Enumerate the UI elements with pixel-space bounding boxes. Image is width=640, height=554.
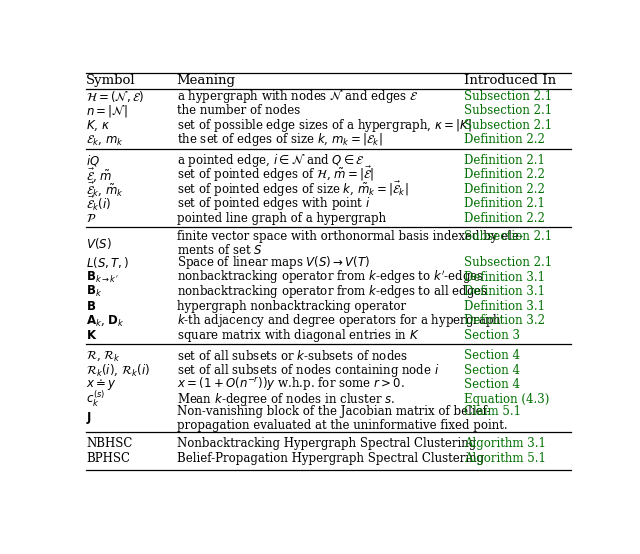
Text: pointed line graph of a hypergraph: pointed line graph of a hypergraph xyxy=(177,212,386,225)
Text: set of all subsets or $k$-subsets of nodes: set of all subsets or $k$-subsets of nod… xyxy=(177,348,408,363)
Text: $\mathbf{B}_{k\rightarrow k^{\prime}}$: $\mathbf{B}_{k\rightarrow k^{\prime}}$ xyxy=(86,270,119,285)
Text: Definition 2.1: Definition 2.1 xyxy=(465,197,545,211)
Text: Mean $k$-degree of nodes in cluster $s$.: Mean $k$-degree of nodes in cluster $s$. xyxy=(177,391,395,408)
Text: Definition 2.2: Definition 2.2 xyxy=(465,183,545,196)
Text: Meaning: Meaning xyxy=(177,74,236,88)
Text: $\mathcal{P}$: $\mathcal{P}$ xyxy=(86,212,96,225)
Text: $\mathbf{A}_k$, $\mathbf{D}_k$: $\mathbf{A}_k$, $\mathbf{D}_k$ xyxy=(86,314,125,328)
Text: Belief-Propagation Hypergraph Spectral Clustering: Belief-Propagation Hypergraph Spectral C… xyxy=(177,452,484,465)
Text: Subsection 2.1: Subsection 2.1 xyxy=(465,230,552,243)
Text: Definition 3.1: Definition 3.1 xyxy=(465,285,545,298)
Text: Definition 2.2: Definition 2.2 xyxy=(465,168,545,181)
Text: Definition 2.2: Definition 2.2 xyxy=(465,212,545,225)
Text: $\mathbf{K}$: $\mathbf{K}$ xyxy=(86,329,97,342)
Text: $K$, $\kappa$: $K$, $\kappa$ xyxy=(86,118,110,132)
Text: a hypergraph with nodes $\mathcal{N}$ and edges $\mathcal{E}$: a hypergraph with nodes $\mathcal{N}$ an… xyxy=(177,88,418,105)
Text: Definition 3.1: Definition 3.1 xyxy=(465,271,545,284)
Text: Section 3: Section 3 xyxy=(465,329,520,342)
Text: $\mathcal{R}$, $\mathcal{R}_k$: $\mathcal{R}$, $\mathcal{R}_k$ xyxy=(86,348,121,363)
Text: Non-vanishing block of the Jacobian matrix of belief-: Non-vanishing block of the Jacobian matr… xyxy=(177,405,490,418)
Text: $\vec{\mathcal{E}}_k$, $\tilde{m}_k$: $\vec{\mathcal{E}}_k$, $\tilde{m}_k$ xyxy=(86,181,124,198)
Text: Symbol: Symbol xyxy=(86,74,136,88)
Text: $\mathbf{B}$: $\mathbf{B}$ xyxy=(86,300,96,312)
Text: square matrix with diagonal entries in $K$: square matrix with diagonal entries in $… xyxy=(177,327,419,343)
Text: nonbacktracking operator from $k$-edges to $k^{\prime}$-edges: nonbacktracking operator from $k$-edges … xyxy=(177,269,484,286)
Text: finite vector space with orthonormal basis indexed by ele-: finite vector space with orthonormal bas… xyxy=(177,230,523,243)
Text: BPHSC: BPHSC xyxy=(86,452,130,465)
Text: hypergraph nonbacktracking operator: hypergraph nonbacktracking operator xyxy=(177,300,406,312)
Text: Section 4: Section 4 xyxy=(465,349,520,362)
Text: Subsection 2.1: Subsection 2.1 xyxy=(465,104,552,117)
Text: $n = |\mathcal{N}|$: $n = |\mathcal{N}|$ xyxy=(86,103,127,119)
Text: propagation evaluated at the uninformative fixed point.: propagation evaluated at the uninformati… xyxy=(177,419,508,432)
Text: Definition 3.2: Definition 3.2 xyxy=(465,314,545,327)
Text: Definition 2.2: Definition 2.2 xyxy=(465,134,545,146)
Text: set of all subsets of nodes containing node $i$: set of all subsets of nodes containing n… xyxy=(177,362,439,379)
Text: the number of nodes: the number of nodes xyxy=(177,104,300,117)
Text: Definition 3.1: Definition 3.1 xyxy=(465,300,545,312)
Text: Subsection 2.1: Subsection 2.1 xyxy=(465,119,552,132)
Text: Section 4: Section 4 xyxy=(465,378,520,391)
Text: Subsection 2.1: Subsection 2.1 xyxy=(465,90,552,103)
Text: $L(S,T,)$: $L(S,T,)$ xyxy=(86,255,129,270)
Text: set of possible edge sizes of a hypergraph, $\kappa = |K|$: set of possible edge sizes of a hypergra… xyxy=(177,117,472,134)
Text: ments of set $S$: ments of set $S$ xyxy=(177,243,262,257)
Text: $c_k^{(s)}$: $c_k^{(s)}$ xyxy=(86,389,105,409)
Text: $\mathcal{E}_k$, $m_k$: $\mathcal{E}_k$, $m_k$ xyxy=(86,133,124,147)
Text: $\mathcal{R}_k(i)$, $\mathcal{R}_k(i)$: $\mathcal{R}_k(i)$, $\mathcal{R}_k(i)$ xyxy=(86,362,150,378)
Text: Nonbacktracking Hypergraph Spectral Clustering: Nonbacktracking Hypergraph Spectral Clus… xyxy=(177,437,476,450)
Text: Equation (4.3): Equation (4.3) xyxy=(465,393,550,406)
Text: $iQ$: $iQ$ xyxy=(86,153,100,168)
Text: $V(S)$: $V(S)$ xyxy=(86,236,111,251)
Text: Definition 2.1: Definition 2.1 xyxy=(465,154,545,167)
Text: Claim 5.1: Claim 5.1 xyxy=(465,405,522,418)
Text: $\mathbf{J}$: $\mathbf{J}$ xyxy=(86,411,92,427)
Text: set of pointed edges of $\mathcal{H}$, $\tilde{m} = |\vec{\mathcal{E}}|$: set of pointed edges of $\mathcal{H}$, $… xyxy=(177,165,374,184)
Text: $\mathbf{B}_k$: $\mathbf{B}_k$ xyxy=(86,284,102,299)
Text: Algorithm 3.1: Algorithm 3.1 xyxy=(465,437,547,450)
Text: $\vec{\mathcal{E}}_k(i)$: $\vec{\mathcal{E}}_k(i)$ xyxy=(86,195,111,213)
Text: Section 4: Section 4 xyxy=(465,364,520,377)
Text: $x \doteq y$: $x \doteq y$ xyxy=(86,377,116,392)
Text: $x = (1 + O(n^{-r}))y$ w.h.p. for some $r > 0$.: $x = (1 + O(n^{-r}))y$ w.h.p. for some $… xyxy=(177,376,404,393)
Text: set of pointed edges of size $k$, $\tilde{m}_k = |\vec{\mathcal{E}}_k|$: set of pointed edges of size $k$, $\tild… xyxy=(177,180,408,199)
Text: Subsection 2.1: Subsection 2.1 xyxy=(465,256,552,269)
Text: set of pointed edges with point $i$: set of pointed edges with point $i$ xyxy=(177,196,371,212)
Text: $\vec{\mathcal{E}}$, $\tilde{m}$: $\vec{\mathcal{E}}$, $\tilde{m}$ xyxy=(86,166,113,183)
Text: the set of edges of size $k$, $m_k = |\mathcal{E}_k|$: the set of edges of size $k$, $m_k = |\m… xyxy=(177,131,382,148)
Text: Algorithm 5.1: Algorithm 5.1 xyxy=(465,452,547,465)
Text: NBHSC: NBHSC xyxy=(86,437,132,450)
Text: Introduced In: Introduced In xyxy=(465,74,557,88)
Text: Space of linear maps $V(S) \rightarrow V(T)$: Space of linear maps $V(S) \rightarrow V… xyxy=(177,254,370,271)
Text: $k$-th adjacency and degree operators for a hypergraph: $k$-th adjacency and degree operators fo… xyxy=(177,312,502,329)
Text: a pointed edge, $i \in \mathcal{N}$ and $Q \in \mathcal{E}$: a pointed edge, $i \in \mathcal{N}$ and … xyxy=(177,152,365,169)
Text: nonbacktracking operator from $k$-edges to all edges: nonbacktracking operator from $k$-edges … xyxy=(177,283,488,300)
Text: $\mathcal{H} = (\mathcal{N}, \mathcal{E})$: $\mathcal{H} = (\mathcal{N}, \mathcal{E}… xyxy=(86,89,144,104)
